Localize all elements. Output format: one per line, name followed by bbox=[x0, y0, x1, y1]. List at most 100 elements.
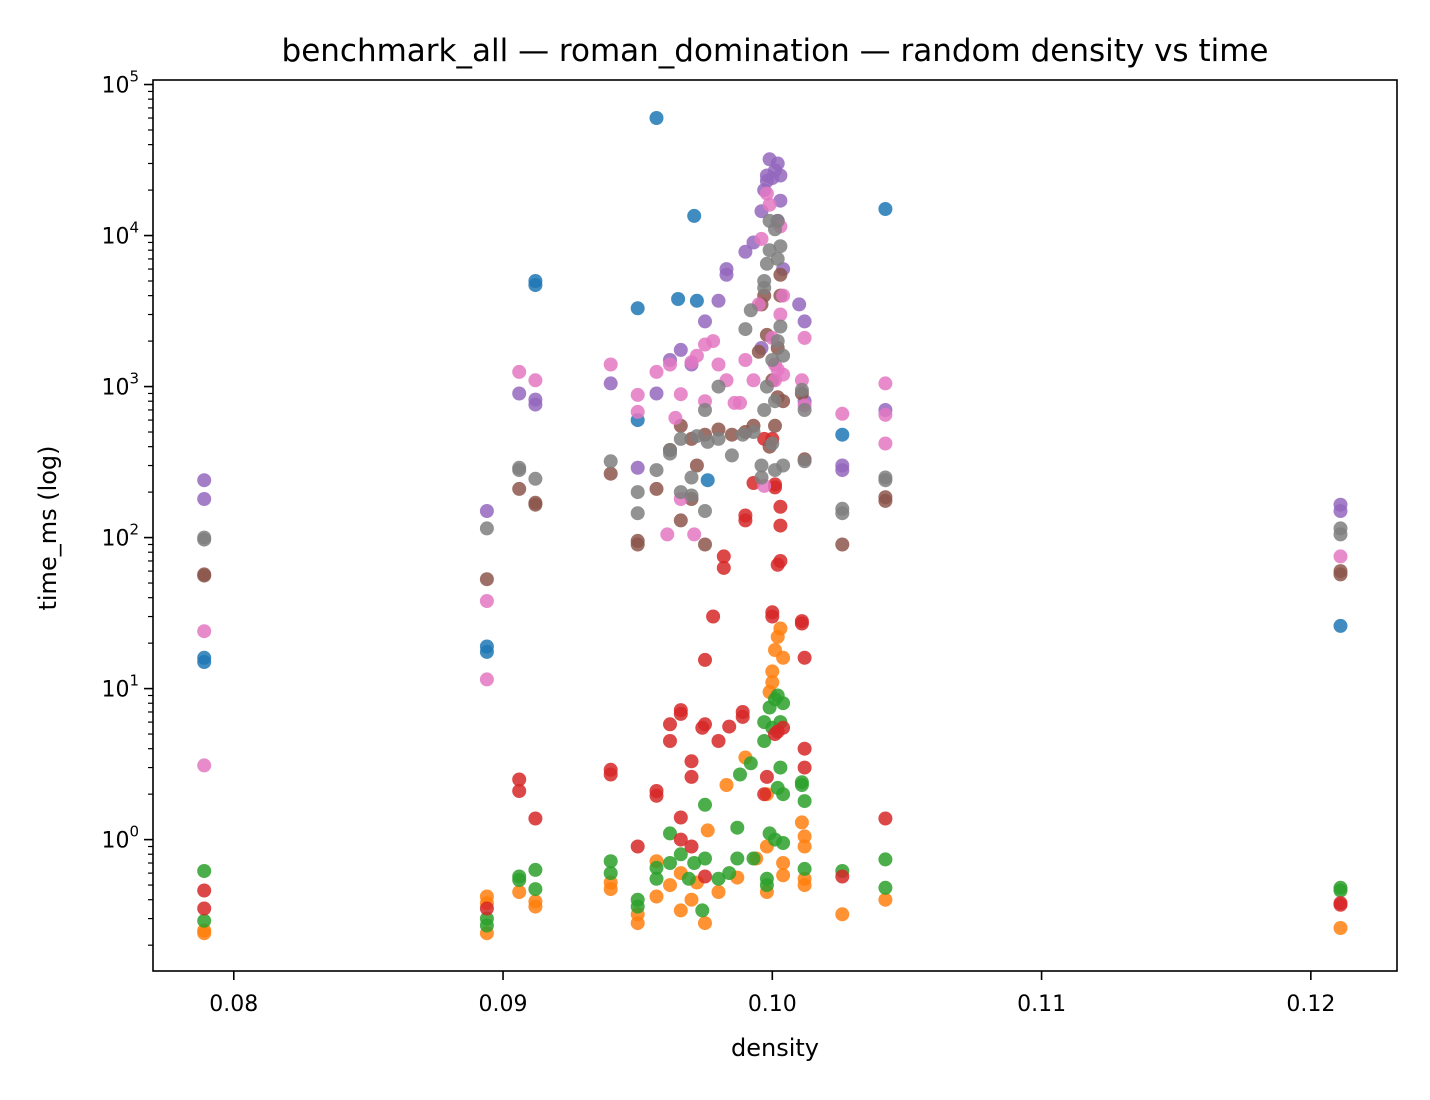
data-point bbox=[770, 156, 785, 171]
data-point bbox=[776, 650, 791, 665]
data-point bbox=[746, 851, 761, 866]
data-point bbox=[765, 675, 780, 690]
data-point bbox=[773, 554, 788, 568]
x-tick-label: 0.12 bbox=[1286, 992, 1335, 1017]
data-point bbox=[479, 572, 494, 587]
data-point bbox=[512, 460, 527, 475]
data-point bbox=[738, 508, 753, 523]
points-layer bbox=[197, 111, 1348, 941]
data-point bbox=[528, 882, 543, 897]
data-point bbox=[768, 394, 782, 409]
data-point bbox=[603, 762, 618, 777]
data-point bbox=[730, 820, 745, 835]
data-point bbox=[649, 386, 664, 401]
data-point bbox=[794, 815, 809, 830]
data-point bbox=[630, 301, 645, 316]
data-point bbox=[1333, 880, 1348, 895]
data-point bbox=[695, 903, 710, 918]
data-point bbox=[765, 605, 780, 620]
data-point bbox=[711, 431, 726, 446]
data-point bbox=[706, 609, 721, 624]
data-point bbox=[603, 466, 618, 481]
data-point bbox=[479, 901, 494, 916]
data-point bbox=[479, 672, 494, 687]
data-point bbox=[660, 527, 675, 542]
data-point bbox=[673, 832, 688, 847]
chart-title: benchmark_all — roman_domination — rando… bbox=[282, 33, 1269, 69]
data-point bbox=[754, 231, 769, 246]
data-point bbox=[673, 431, 688, 446]
data-point bbox=[197, 864, 212, 878]
data-point bbox=[673, 847, 688, 862]
data-point bbox=[797, 314, 812, 329]
y-tick-label: 102 bbox=[101, 521, 139, 552]
data-point bbox=[730, 851, 745, 866]
data-point bbox=[512, 772, 527, 787]
data-point bbox=[735, 709, 750, 724]
data-point bbox=[479, 504, 494, 518]
data-point bbox=[197, 758, 212, 773]
data-point bbox=[698, 652, 712, 667]
data-point bbox=[757, 787, 772, 802]
data-point bbox=[603, 376, 618, 391]
data-point bbox=[698, 314, 712, 329]
data-point bbox=[878, 490, 893, 505]
data-point bbox=[776, 367, 791, 382]
data-point bbox=[735, 427, 750, 442]
data-point bbox=[746, 425, 761, 439]
data-point bbox=[792, 297, 807, 312]
data-point bbox=[878, 407, 893, 422]
data-point bbox=[512, 481, 527, 496]
data-point bbox=[649, 364, 664, 379]
data-point bbox=[603, 357, 618, 372]
data-point bbox=[759, 379, 774, 394]
data-point bbox=[1333, 564, 1348, 579]
data-point bbox=[512, 386, 527, 401]
data-point bbox=[773, 499, 788, 514]
data-point bbox=[479, 889, 494, 904]
data-point bbox=[724, 448, 739, 463]
data-point bbox=[776, 348, 791, 363]
data-point bbox=[630, 485, 645, 500]
data-point bbox=[528, 811, 543, 826]
data-point bbox=[773, 307, 788, 322]
data-point bbox=[663, 826, 677, 841]
data-point bbox=[773, 193, 788, 208]
data-point bbox=[668, 410, 683, 425]
data-point bbox=[878, 202, 893, 216]
plot-frame bbox=[152, 79, 1398, 972]
data-point bbox=[797, 871, 812, 886]
data-point bbox=[878, 470, 893, 485]
data-point bbox=[197, 624, 212, 639]
data-point bbox=[698, 717, 712, 732]
data-point bbox=[673, 513, 688, 528]
data-point bbox=[603, 454, 618, 469]
data-point bbox=[197, 650, 212, 665]
data-point bbox=[684, 839, 699, 854]
data-point bbox=[724, 427, 739, 442]
data-point bbox=[759, 186, 774, 201]
data-point bbox=[776, 868, 791, 883]
data-point bbox=[197, 492, 212, 506]
data-point bbox=[649, 481, 664, 496]
y-tick-label: 100 bbox=[101, 823, 139, 854]
data-point bbox=[711, 379, 726, 394]
data-point bbox=[663, 443, 677, 457]
data-point bbox=[528, 471, 543, 486]
data-point bbox=[673, 485, 688, 500]
data-point bbox=[711, 357, 726, 372]
data-point bbox=[698, 869, 712, 884]
data-point bbox=[684, 892, 699, 907]
data-point bbox=[711, 885, 726, 899]
data-point bbox=[528, 373, 543, 388]
data-point bbox=[673, 903, 688, 918]
data-point bbox=[512, 364, 527, 379]
data-point bbox=[197, 473, 212, 488]
data-point bbox=[698, 916, 712, 931]
data-point bbox=[743, 303, 758, 318]
data-point bbox=[797, 454, 812, 469]
data-point bbox=[479, 639, 494, 654]
data-point bbox=[689, 293, 704, 308]
